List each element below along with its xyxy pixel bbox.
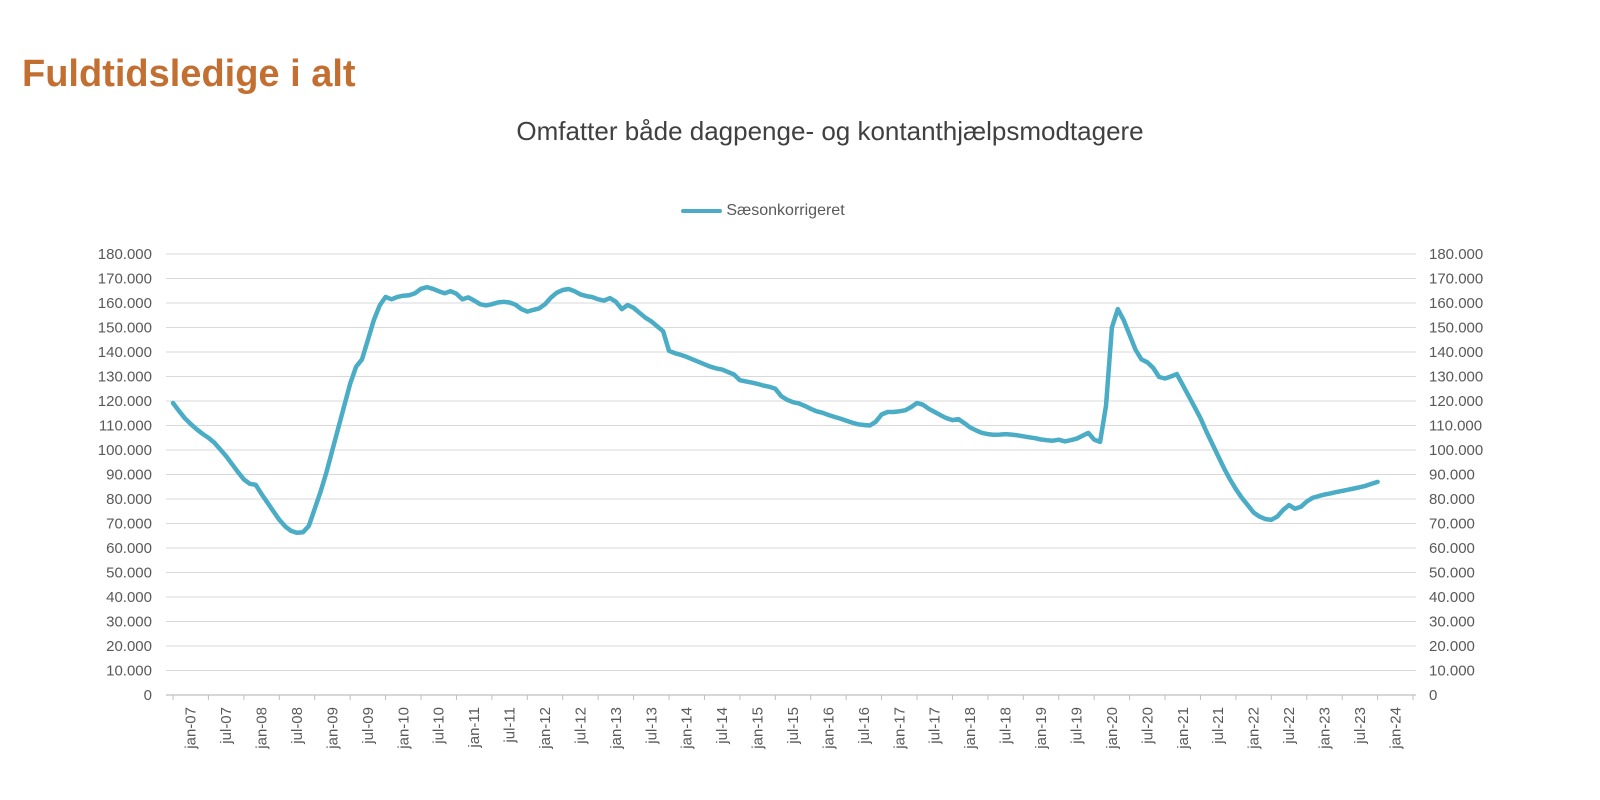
svg-text:jan-10: jan-10 — [395, 707, 412, 750]
svg-text:jan-17: jan-17 — [891, 707, 908, 750]
legend-line-swatch-icon — [681, 209, 723, 213]
svg-text:50.000: 50.000 — [106, 565, 152, 582]
svg-text:60.000: 60.000 — [106, 540, 152, 557]
svg-text:jul-20: jul-20 — [1139, 707, 1156, 745]
svg-text:jan-16: jan-16 — [820, 707, 837, 750]
svg-text:jul-23: jul-23 — [1352, 707, 1369, 745]
legend-item-saesonkorrigeret: Sæsonkorrigeret — [681, 202, 845, 220]
svg-text:jul-07: jul-07 — [218, 707, 235, 745]
svg-text:jan-12: jan-12 — [537, 707, 554, 750]
svg-text:jan-24: jan-24 — [1387, 707, 1404, 750]
svg-text:jan-21: jan-21 — [1175, 707, 1192, 750]
svg-text:120.000: 120.000 — [98, 393, 152, 410]
svg-text:60.000: 60.000 — [1429, 540, 1475, 557]
svg-text:160.000: 160.000 — [1429, 295, 1483, 312]
svg-text:170.000: 170.000 — [98, 271, 152, 288]
legend-label: Sæsonkorrigeret — [726, 202, 845, 219]
svg-text:130.000: 130.000 — [98, 369, 152, 386]
svg-text:130.000: 130.000 — [1429, 369, 1483, 386]
page-title: Fuldtidsledige i alt — [22, 53, 356, 96]
svg-text:30.000: 30.000 — [106, 614, 152, 631]
svg-text:10.000: 10.000 — [1429, 663, 1475, 680]
x-axis-labels: jan-07 jul-07 jan-08 jul-08 jan-09 jul-09 jan-… — [183, 707, 1405, 750]
svg-text:jul-11: jul-11 — [502, 707, 519, 744]
svg-text:jul-19: jul-19 — [1068, 707, 1085, 745]
svg-text:jan-23: jan-23 — [1316, 707, 1333, 750]
svg-text:20.000: 20.000 — [106, 638, 152, 655]
svg-text:90.000: 90.000 — [1429, 467, 1475, 484]
svg-text:jul-10: jul-10 — [431, 707, 448, 745]
svg-text:100.000: 100.000 — [98, 442, 152, 459]
svg-text:140.000: 140.000 — [98, 344, 152, 361]
svg-text:70.000: 70.000 — [1429, 516, 1475, 533]
svg-text:110.000: 110.000 — [99, 418, 152, 435]
svg-text:120.000: 120.000 — [1429, 393, 1483, 410]
svg-text:110.000: 110.000 — [1429, 418, 1482, 435]
svg-text:10.000: 10.000 — [106, 663, 152, 680]
svg-text:jan-18: jan-18 — [962, 707, 979, 750]
svg-text:jul-08: jul-08 — [289, 707, 306, 745]
svg-text:jul-17: jul-17 — [927, 707, 944, 745]
svg-text:150.000: 150.000 — [98, 320, 152, 337]
svg-text:jul-13: jul-13 — [643, 707, 660, 745]
svg-text:0: 0 — [1429, 687, 1437, 704]
y-axis-labels-left: 0 10.000 20.000 30.000 40.000 50.000 60.000 70.… — [98, 246, 152, 704]
svg-text:jul-22: jul-22 — [1281, 707, 1298, 745]
x-axis — [166, 694, 1416, 700]
svg-text:170.000: 170.000 — [1429, 271, 1483, 288]
svg-text:jan-08: jan-08 — [254, 707, 271, 750]
svg-text:180.000: 180.000 — [1429, 246, 1483, 263]
y-axis-labels-right: 0 10.000 20.000 30.000 40.000 50.000 60.000 70.… — [1429, 246, 1483, 704]
svg-text:180.000: 180.000 — [98, 246, 152, 263]
svg-text:jul-12: jul-12 — [572, 707, 589, 745]
svg-text:jan-09: jan-09 — [324, 707, 341, 750]
svg-text:jan-20: jan-20 — [1104, 707, 1121, 750]
svg-text:jul-09: jul-09 — [360, 707, 377, 745]
svg-text:jan-19: jan-19 — [1033, 707, 1050, 750]
chart-title: Omfatter både dagpenge- og kontanthjælps… — [516, 116, 1144, 146]
svg-text:80.000: 80.000 — [106, 491, 152, 508]
svg-text:70.000: 70.000 — [106, 516, 152, 533]
svg-text:jan-13: jan-13 — [608, 707, 625, 750]
svg-text:jan-14: jan-14 — [679, 707, 696, 750]
svg-text:jul-18: jul-18 — [998, 707, 1015, 745]
svg-text:jul-21: jul-21 — [1210, 707, 1227, 745]
svg-text:140.000: 140.000 — [1429, 344, 1483, 361]
svg-text:jan-15: jan-15 — [750, 707, 767, 750]
svg-text:20.000: 20.000 — [1429, 638, 1475, 655]
chart-legend: Sæsonkorrigeret — [0, 202, 1526, 220]
svg-text:jan-07: jan-07 — [183, 707, 200, 750]
svg-text:160.000: 160.000 — [98, 295, 152, 312]
svg-text:50.000: 50.000 — [1429, 565, 1475, 582]
series-line-sæsonkorrigeret — [170, 284, 1380, 536]
svg-text:30.000: 30.000 — [1429, 614, 1475, 631]
svg-text:100.000: 100.000 — [1429, 442, 1483, 459]
svg-text:jan-11: jan-11 — [466, 707, 483, 749]
svg-text:jul-16: jul-16 — [856, 707, 873, 745]
svg-text:40.000: 40.000 — [1429, 589, 1475, 606]
svg-text:40.000: 40.000 — [106, 589, 152, 606]
svg-text:90.000: 90.000 — [106, 467, 152, 484]
svg-text:0: 0 — [144, 687, 152, 704]
svg-text:80.000: 80.000 — [1429, 491, 1475, 508]
gridlines — [166, 253, 1416, 671]
svg-text:jul-15: jul-15 — [785, 707, 802, 745]
svg-text:150.000: 150.000 — [1429, 320, 1483, 337]
svg-text:jul-14: jul-14 — [714, 707, 731, 745]
svg-text:jan-22: jan-22 — [1246, 707, 1263, 750]
